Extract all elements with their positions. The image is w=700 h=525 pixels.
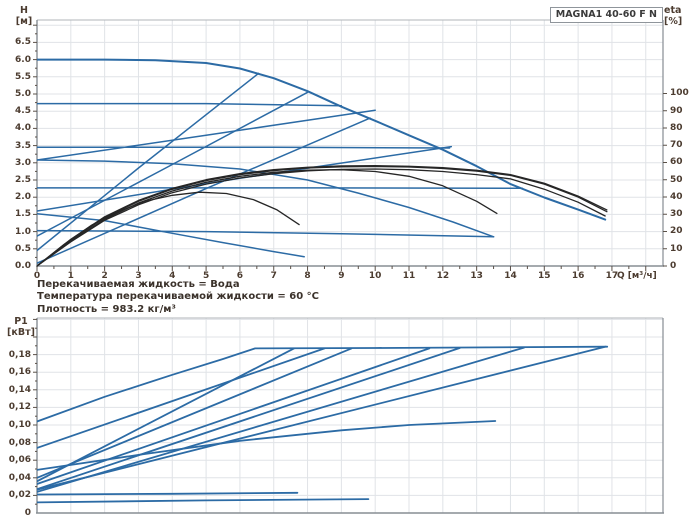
x-tick-label: 2 [101, 271, 108, 281]
eta-tick-label: 70 [670, 140, 683, 151]
y-tick-label: 0,06 [8, 455, 31, 466]
x-tick-label: 8 [304, 271, 311, 281]
x-tick-label: 15 [538, 271, 551, 281]
y-tick-label: 1.5 [15, 209, 31, 220]
power-rise-5 [37, 347, 461, 491]
eta-axis-label-unit: [%] [664, 16, 683, 27]
y-tick-label: 0.5 [15, 243, 31, 254]
x-tick-label: 16 [571, 271, 585, 281]
x-tick-label: 9 [338, 271, 345, 281]
eta-curve-5 [37, 164, 608, 267]
info-line-temperature: Температура перекачиваемой жидкости = 60… [37, 291, 320, 303]
x-tick-label: 4 [169, 271, 176, 281]
eta-tick-label: 80 [670, 122, 683, 133]
eta-curve-3 [37, 169, 498, 267]
h-axis-label-symbol: H [20, 5, 28, 16]
x-tick-label: 3 [135, 271, 142, 281]
h-axis-label: H [м] [10, 5, 38, 27]
y-tick-label: 0,02 [8, 490, 31, 501]
x-tick-label: 7 [270, 271, 277, 281]
power-rise-4 [37, 347, 431, 485]
y-tick-label: 0,12 [8, 402, 31, 413]
speed-2-curve [37, 159, 495, 238]
eta-curve-1 [37, 165, 608, 267]
y-tick-label: 5.5 [15, 71, 31, 82]
power-rise-3 [37, 347, 353, 479]
const-pressure-3.45 [37, 146, 451, 149]
info-line-fluid: Перекачиваемая жидкость = Вода [37, 279, 240, 290]
power-rise-1 [37, 347, 326, 449]
eta-tick-label: 60 [670, 157, 683, 168]
y-tick-label: 0.0 [15, 261, 31, 271]
h-axis-label-unit: [м] [15, 16, 33, 27]
y-tick-label: 0,18 [8, 349, 31, 360]
y-tick-label: 5.0 [15, 88, 31, 99]
x-tick-label: 12 [436, 271, 450, 281]
y-tick-label: 4.5 [15, 106, 31, 117]
eta-tick-label: 90 [670, 105, 683, 116]
eta-tick-label: 40 [670, 191, 683, 202]
y-tick-label: 0,16 [8, 367, 31, 378]
eta-axis-label-symbol: eta [664, 5, 682, 16]
power-low [37, 498, 370, 504]
y-tick-label: 6.5 [15, 37, 31, 48]
y-tick-label: 2.0 [15, 192, 31, 203]
eta-tick-label: 100 [670, 88, 689, 99]
curve-group [37, 58, 608, 267]
x-tick-label: 6 [236, 271, 244, 281]
power-rise-7 [37, 345, 607, 491]
p1-axis-label-symbol: P1 [14, 316, 28, 327]
x-tick-label: 11 [402, 271, 416, 281]
y-tick-label: 6.0 [15, 54, 31, 65]
power-speed-2 [37, 420, 497, 471]
power-rise-2 [37, 347, 295, 483]
y-tick-label: 0 [24, 508, 31, 518]
prop-pressure-d [37, 109, 376, 161]
y-tick-label: 0,14 [8, 384, 31, 395]
prop-pressure-a [37, 72, 260, 252]
eta-axis-label: eta [%] [664, 5, 694, 27]
eta-tick-label: 30 [670, 209, 683, 220]
y-tick-label: 2.5 [15, 174, 31, 185]
y-tick-label: 3.5 [15, 140, 31, 151]
power-min [37, 491, 299, 496]
y-tick-label: 0,08 [8, 437, 31, 448]
x-tick-label: 14 [504, 271, 517, 281]
power-max [37, 345, 609, 423]
x-tick-label: 17 [605, 271, 619, 281]
x-tick-label: 0 [33, 271, 41, 281]
p1-axis-label: P1 [кВт] [4, 316, 38, 338]
p1-axis-label-unit: [кВт] [7, 327, 35, 338]
eta-tick-label: 10 [670, 243, 683, 254]
eta-tick-label: 50 [670, 174, 683, 185]
y-tick-label: 0,10 [8, 420, 31, 430]
max-speed-curve [37, 58, 607, 221]
x-tick-label: 1 [67, 271, 74, 281]
curve-group [37, 345, 609, 504]
eta-tick-label: 20 [670, 226, 683, 237]
q-axis-label: Q [м³/ч] [617, 271, 657, 281]
fluid-info-block: Перекачиваемая жидкость = Вода Температу… [37, 279, 319, 316]
info-line-density: Плотность = 983.2 кг/м³ [37, 303, 176, 315]
min-speed-curve [37, 212, 305, 258]
pump-model-badge: MAGNA1 40-60 F N [549, 7, 663, 23]
eta-tick-label: 0 [670, 261, 677, 271]
y-tick-label: 3.0 [15, 157, 31, 168]
eta-curve-4 [37, 191, 300, 267]
y-tick-label: 1.0 [15, 226, 31, 237]
x-tick-label: 10 [368, 271, 382, 281]
y-tick-label: 0,04 [8, 472, 31, 483]
low-flat-curve [37, 229, 495, 238]
y-tick-label: 4.0 [15, 123, 31, 134]
const-pressure-4.7 [37, 102, 343, 107]
prop-pressure-c [37, 117, 371, 264]
x-tick-label: 13 [470, 271, 483, 281]
power-rise-6 [37, 346, 525, 493]
x-tick-label: 5 [202, 271, 210, 281]
